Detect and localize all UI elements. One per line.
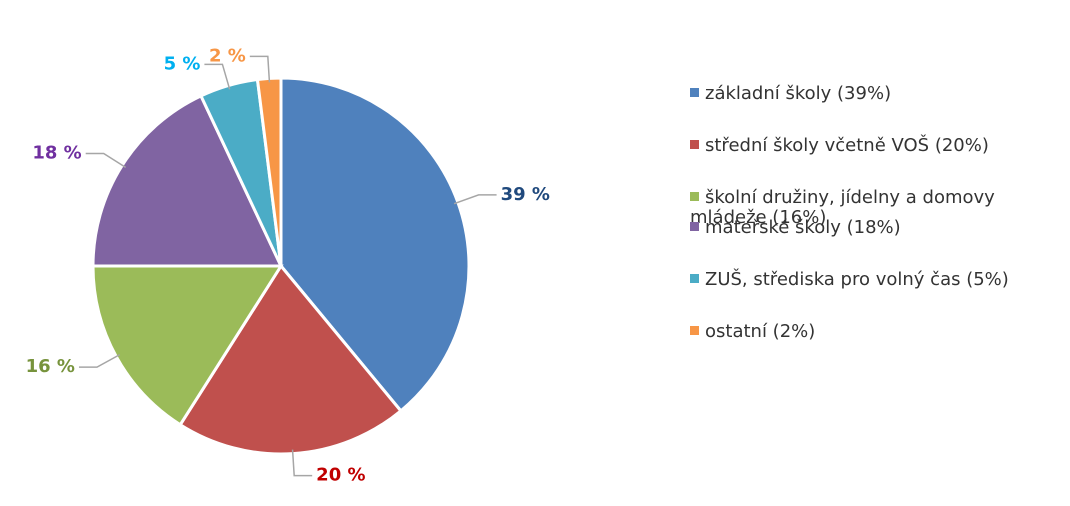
- data-label: 5 %: [164, 53, 201, 74]
- leader-line: [291, 449, 313, 477]
- legend-item: ostatní (2%): [690, 322, 1060, 342]
- legend-label: ostatní (2%): [705, 321, 816, 342]
- legend-item: základní školy (39%): [690, 84, 1060, 104]
- leader-line: [204, 63, 231, 90]
- leader-line: [453, 194, 497, 205]
- data-label: 20 %: [316, 465, 365, 486]
- legend-item: ZUŠ, střediska pro volný čas (5%): [690, 270, 1060, 290]
- legend-swatch: [690, 326, 699, 335]
- data-label: 16 %: [26, 356, 75, 377]
- legend-item: střední školy včetně VOŠ (20%): [690, 136, 1060, 156]
- legend-item: mateřské školy (18%): [690, 218, 1060, 238]
- legend-swatch: [690, 222, 699, 231]
- legend-swatch: [690, 88, 699, 97]
- data-label: 18 %: [32, 142, 81, 163]
- legend-swatch: [690, 274, 699, 283]
- legend-label: základní školy (39%): [705, 83, 892, 104]
- leader-line: [78, 353, 121, 368]
- legend-swatch: [690, 140, 699, 149]
- pie-chart: 39 % 20 % 16 % 18 % 5 % 2 %: [26, 45, 550, 486]
- data-label: 39 %: [501, 184, 550, 205]
- data-label: 2 %: [209, 45, 246, 66]
- leader-line: [85, 152, 127, 169]
- legend-label: ZUŠ, střediska pro volný čas (5%): [705, 269, 1009, 290]
- legend-swatch: [690, 192, 699, 201]
- legend-label: školní družiny, jídelny a domovy mládeže…: [690, 187, 995, 228]
- legend-label: střední školy včetně VOŠ (20%): [705, 135, 989, 156]
- legend-label: mateřské školy (18%): [705, 217, 901, 238]
- legend-item: školní družiny, jídelny a domovy mládeže…: [690, 188, 1060, 228]
- leader-line: [249, 55, 271, 83]
